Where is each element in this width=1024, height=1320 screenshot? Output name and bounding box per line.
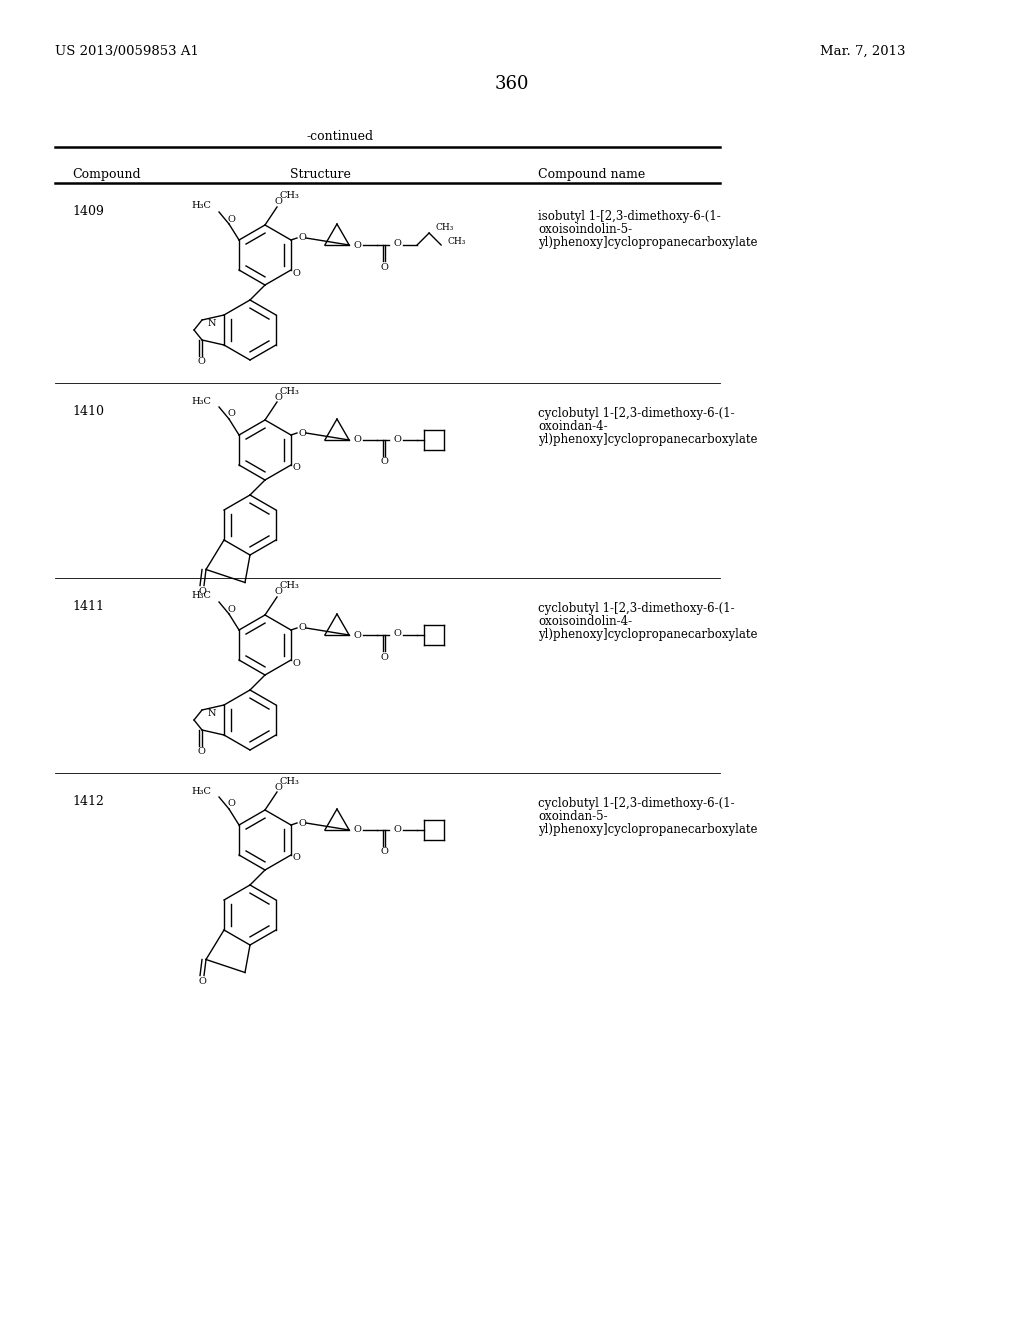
Text: isobutyl 1-[2,3-dimethoxy-6-(1-: isobutyl 1-[2,3-dimethoxy-6-(1- (538, 210, 721, 223)
Text: yl)phenoxy]cyclopropanecarboxylate: yl)phenoxy]cyclopropanecarboxylate (538, 628, 758, 642)
Text: cyclobutyl 1-[2,3-dimethoxy-6-(1-: cyclobutyl 1-[2,3-dimethoxy-6-(1- (538, 602, 734, 615)
Text: oxoisoindolin-5-: oxoisoindolin-5- (538, 223, 632, 236)
Text: O: O (198, 977, 206, 986)
Text: N: N (208, 318, 216, 327)
Text: yl)phenoxy]cyclopropanecarboxylate: yl)phenoxy]cyclopropanecarboxylate (538, 822, 758, 836)
Text: O: O (274, 587, 282, 597)
Text: oxoisoindolin-4-: oxoisoindolin-4- (538, 615, 632, 628)
Text: O: O (292, 463, 300, 473)
Text: O: O (227, 800, 234, 808)
Text: O: O (274, 392, 282, 401)
Text: O: O (274, 198, 282, 206)
Text: O: O (393, 630, 401, 639)
Text: O: O (298, 234, 306, 243)
Text: -continued: -continued (306, 129, 374, 143)
Text: cyclobutyl 1-[2,3-dimethoxy-6-(1-: cyclobutyl 1-[2,3-dimethoxy-6-(1- (538, 407, 734, 420)
Text: H₃C: H₃C (191, 202, 211, 210)
Text: O: O (298, 818, 306, 828)
Text: O: O (227, 409, 234, 418)
Text: O: O (274, 783, 282, 792)
Text: CH₃: CH₃ (280, 191, 299, 201)
Text: O: O (227, 605, 234, 614)
Text: O: O (380, 847, 388, 857)
Text: oxoindan-5-: oxoindan-5- (538, 810, 607, 822)
Text: O: O (353, 825, 361, 834)
Text: O: O (292, 659, 300, 668)
Text: O: O (298, 623, 306, 632)
Text: O: O (197, 358, 205, 367)
Text: CH₃: CH₃ (280, 387, 299, 396)
Text: oxoindan-4-: oxoindan-4- (538, 420, 607, 433)
Text: 1410: 1410 (72, 405, 104, 418)
Text: Compound: Compound (72, 168, 140, 181)
Text: Mar. 7, 2013: Mar. 7, 2013 (820, 45, 905, 58)
Text: H₃C: H₃C (191, 787, 211, 796)
Text: O: O (227, 214, 234, 223)
Text: H₃C: H₃C (191, 396, 211, 405)
Text: O: O (198, 587, 206, 597)
Text: US 2013/0059853 A1: US 2013/0059853 A1 (55, 45, 199, 58)
Text: CH₃: CH₃ (280, 582, 299, 590)
Text: cyclobutyl 1-[2,3-dimethoxy-6-(1-: cyclobutyl 1-[2,3-dimethoxy-6-(1- (538, 797, 734, 810)
Text: 360: 360 (495, 75, 529, 92)
Text: CH₃: CH₃ (447, 236, 466, 246)
Text: Structure: Structure (290, 168, 350, 181)
Text: O: O (393, 239, 401, 248)
Text: O: O (393, 825, 401, 833)
Text: O: O (353, 436, 361, 445)
Text: 1411: 1411 (72, 601, 104, 612)
Text: CH₃: CH₃ (435, 223, 454, 232)
Text: 1412: 1412 (72, 795, 103, 808)
Text: O: O (353, 240, 361, 249)
Text: yl)phenoxy]cyclopropanecarboxylate: yl)phenoxy]cyclopropanecarboxylate (538, 236, 758, 249)
Text: O: O (380, 263, 388, 272)
Text: O: O (393, 434, 401, 444)
Text: O: O (292, 268, 300, 277)
Text: O: O (292, 854, 300, 862)
Text: O: O (380, 458, 388, 466)
Text: yl)phenoxy]cyclopropanecarboxylate: yl)phenoxy]cyclopropanecarboxylate (538, 433, 758, 446)
Text: O: O (197, 747, 205, 756)
Text: O: O (380, 652, 388, 661)
Text: 1409: 1409 (72, 205, 103, 218)
Text: O: O (353, 631, 361, 639)
Text: N: N (208, 709, 216, 718)
Text: CH₃: CH₃ (280, 776, 299, 785)
Text: H₃C: H₃C (191, 591, 211, 601)
Text: Compound name: Compound name (538, 168, 645, 181)
Text: O: O (298, 429, 306, 437)
